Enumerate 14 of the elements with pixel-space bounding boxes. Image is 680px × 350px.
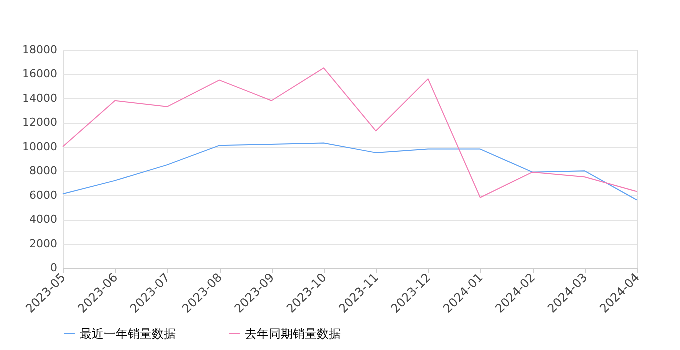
legend-label: 最近一年销量数据 — [80, 326, 176, 341]
y-tick-label: 8000 — [30, 164, 58, 178]
y-tick-label: 0 — [50, 262, 58, 274]
y-tick-label: 18000 — [22, 44, 58, 56]
y-tick-label: 6000 — [30, 188, 58, 202]
y-tick-label: 4000 — [30, 213, 58, 226]
y-tick-label: 16000 — [22, 68, 58, 81]
y-tick-label: 10000 — [22, 140, 58, 154]
y-tick-label: 2000 — [30, 237, 58, 250]
y-tick-label: 12000 — [22, 116, 58, 130]
legend-label: 去年同期销量数据 — [245, 326, 341, 341]
line-series — [62, 68, 638, 198]
y-tick-label: 14000 — [22, 92, 58, 105]
line-series — [62, 142, 638, 201]
